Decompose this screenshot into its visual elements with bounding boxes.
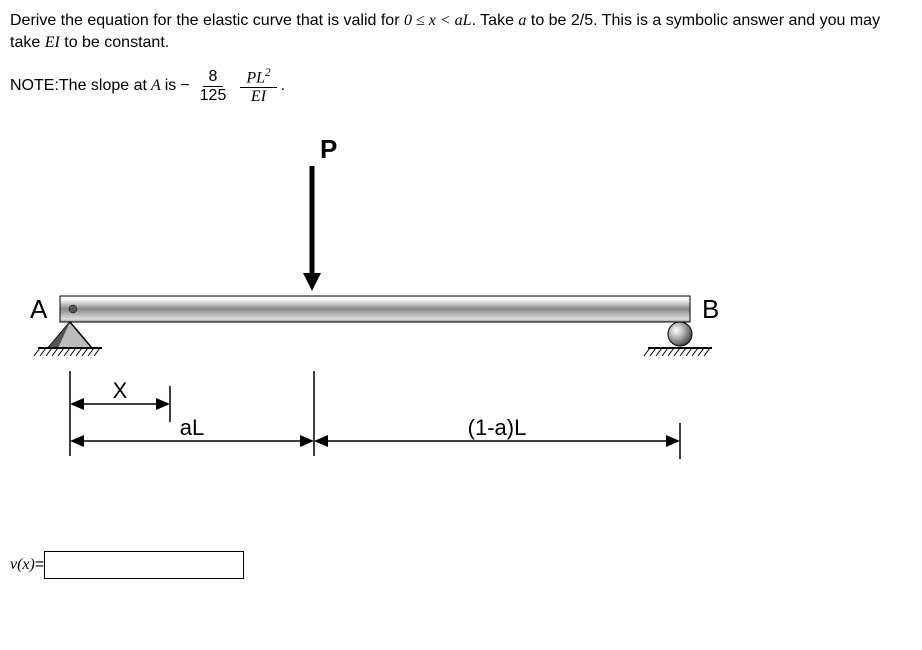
- frac2-den: EI: [245, 88, 272, 106]
- q-inequality: 0 ≤ x < aL: [404, 12, 472, 29]
- note-frac2: PL2 EI: [240, 67, 276, 106]
- svg-text:A: A: [30, 294, 48, 324]
- beam-diagram: P A B XaL (1-a)L: [10, 126, 912, 531]
- note-line: NOTE:The slope at A is − 8 125 PL2 EI .: [10, 67, 912, 106]
- answer-row: v(x) =: [10, 551, 912, 579]
- q-mid: . Take: [472, 12, 519, 29]
- question-text: Derive the equation for the elastic curv…: [10, 10, 912, 55]
- answer-input[interactable]: [44, 551, 244, 579]
- frac2-num: PL2: [240, 67, 276, 88]
- svg-text:P: P: [320, 134, 337, 164]
- note-frac1: 8 125: [194, 68, 233, 105]
- q-suffix: to be constant.: [60, 34, 169, 51]
- note-prefix: NOTE:The slope at: [10, 77, 147, 95]
- note-point: A: [151, 77, 161, 95]
- answer-eq: =: [35, 556, 44, 574]
- frac1-num: 8: [203, 68, 224, 87]
- q-prefix: Derive the equation for the elastic curv…: [10, 12, 404, 29]
- svg-text:B: B: [702, 294, 719, 324]
- note-suffix: .: [281, 77, 285, 95]
- note-sign: −: [180, 77, 189, 95]
- frac1-den: 125: [194, 87, 233, 105]
- svg-text:(1-a)L: (1-a)L: [468, 415, 527, 440]
- svg-text:aL: aL: [180, 415, 204, 440]
- note-mid: is: [165, 77, 177, 95]
- diagram-svg: P A B XaL (1-a)L: [10, 126, 730, 526]
- answer-label: v(x): [10, 556, 35, 574]
- q-ei: EI: [45, 34, 60, 51]
- svg-text:X: X: [113, 378, 128, 403]
